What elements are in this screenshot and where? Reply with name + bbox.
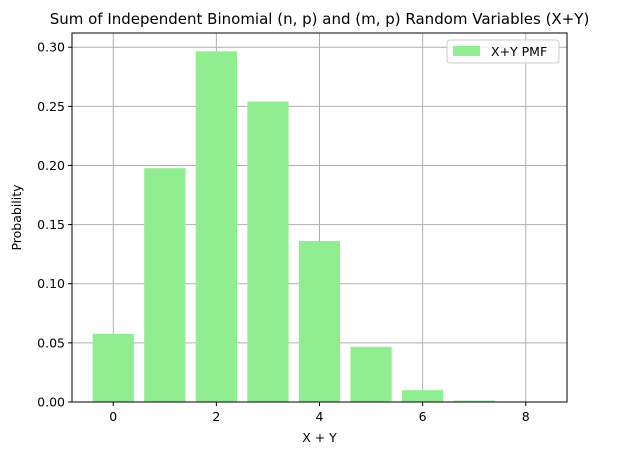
y-tick-label: 0.05 bbox=[37, 335, 65, 350]
y-tick-label: 0.30 bbox=[37, 40, 65, 55]
y-tick-label: 0.10 bbox=[37, 276, 65, 291]
x-tick-label: 8 bbox=[522, 409, 530, 424]
y-ticks: 0.00 0.05 0.10 0.15 0.20 0.25 0.30 bbox=[37, 40, 72, 410]
x-tick-label: 0 bbox=[109, 409, 117, 424]
bar-2 bbox=[195, 51, 237, 403]
y-axis-label: Probability bbox=[9, 184, 24, 251]
bar-3 bbox=[247, 101, 289, 403]
bar-4 bbox=[298, 241, 341, 402]
bar-1 bbox=[144, 168, 186, 402]
legend-swatch bbox=[453, 46, 480, 56]
legend-box bbox=[446, 39, 560, 64]
y-tick-label: 0.00 bbox=[37, 395, 65, 410]
x-tick-label: 6 bbox=[419, 409, 427, 424]
legend: X+Y PMF bbox=[446, 39, 560, 64]
bar-5 bbox=[350, 346, 392, 402]
x-axis-label: X + Y bbox=[302, 430, 337, 445]
x-tick-label: 4 bbox=[316, 409, 324, 424]
bar-7 bbox=[453, 400, 495, 402]
bar-6 bbox=[402, 390, 444, 402]
y-tick-label: 0.20 bbox=[37, 158, 65, 173]
x-tick-label: 2 bbox=[212, 409, 220, 424]
x-ticks: 0 2 4 6 8 bbox=[109, 402, 530, 424]
bars bbox=[92, 51, 547, 403]
y-tick-label: 0.15 bbox=[37, 217, 65, 232]
legend-label: X+Y PMF bbox=[491, 44, 547, 59]
bar-0 bbox=[92, 333, 134, 402]
y-tick-label: 0.25 bbox=[37, 99, 65, 114]
chart-title: Sum of Independent Binomial (n, p) and (… bbox=[50, 10, 590, 28]
